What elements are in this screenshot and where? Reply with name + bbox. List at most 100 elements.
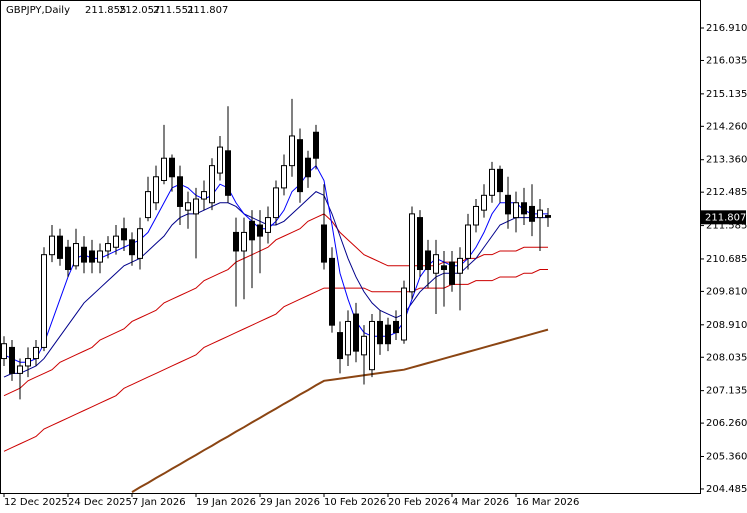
candle-body xyxy=(209,165,215,204)
candle-body xyxy=(289,135,295,167)
candle-body xyxy=(297,139,303,193)
candle-body xyxy=(193,198,199,215)
candle-body xyxy=(441,265,447,271)
candle-body xyxy=(537,209,543,219)
candle-body xyxy=(393,320,399,334)
y-tick-label: 213.360 xyxy=(706,155,747,166)
candle-body xyxy=(497,168,503,193)
moving-average xyxy=(131,328,549,493)
candle-body xyxy=(385,324,391,345)
x-tick-label: 16 Mar 2026 xyxy=(516,497,579,508)
candle-body xyxy=(233,231,239,252)
candle-body xyxy=(521,202,527,215)
candle-body xyxy=(265,217,271,233)
header-open: 211.855 xyxy=(85,5,126,16)
x-tick-label: 24 Dec 2025 xyxy=(68,497,132,508)
candle-body xyxy=(57,235,63,259)
price-label: 211.807 xyxy=(705,212,746,223)
candle-body xyxy=(305,157,311,178)
x-tick-label: 10 Feb 2026 xyxy=(324,497,386,508)
price-label-box xyxy=(701,210,746,225)
candle-body xyxy=(33,346,39,360)
candle-body xyxy=(409,213,415,293)
y-tick-label: 207.135 xyxy=(706,386,747,397)
candle-body xyxy=(249,220,255,241)
header-close: 211.807 xyxy=(187,5,228,16)
x-tick-label: 12 Dec 2025 xyxy=(4,497,68,508)
candle-body xyxy=(329,257,335,326)
candle-body xyxy=(153,176,159,204)
candle-body xyxy=(113,235,119,248)
candle-body xyxy=(81,246,87,263)
candle-body xyxy=(225,150,231,196)
candle-body xyxy=(177,176,183,207)
candle-body xyxy=(457,257,463,274)
candle-body xyxy=(529,205,535,222)
candle-body xyxy=(425,250,431,271)
candle-body xyxy=(449,261,455,285)
candle-body xyxy=(361,335,367,356)
candle-body xyxy=(345,320,351,356)
candle-body xyxy=(137,228,143,259)
x-tick-label: 20 Feb 2026 xyxy=(388,497,450,508)
y-tick-label: 208.035 xyxy=(706,352,747,363)
candle-body xyxy=(465,224,471,259)
candle-body xyxy=(377,320,383,345)
candle-body xyxy=(417,217,423,271)
candle-body xyxy=(129,239,135,256)
candle-body xyxy=(401,287,407,341)
x-tick-label: 4 Mar 2026 xyxy=(452,497,509,508)
x-tick-label: 19 Jan 2026 xyxy=(196,497,256,508)
candle-body xyxy=(473,205,479,226)
candle-body xyxy=(49,235,55,256)
y-tick-label: 210.685 xyxy=(706,254,747,265)
y-tick-label: 205.360 xyxy=(706,451,747,462)
candle-body xyxy=(41,254,47,348)
candle-body xyxy=(17,365,23,374)
candle-body xyxy=(121,228,127,241)
candle-body xyxy=(89,250,95,263)
y-tick-label: 215.135 xyxy=(706,89,747,100)
candle-body xyxy=(161,157,167,181)
x-tick-label: 29 Jan 2026 xyxy=(260,497,320,508)
candle-body xyxy=(65,246,71,271)
candle-body xyxy=(25,358,31,367)
candle-body xyxy=(145,191,151,219)
candle-body xyxy=(241,231,247,252)
header-low: 211.551 xyxy=(153,5,194,16)
candle-body xyxy=(353,313,359,352)
y-tick-label: 208.910 xyxy=(706,320,747,331)
candle-body xyxy=(313,131,319,159)
candle-body xyxy=(545,215,551,218)
candle-body xyxy=(9,346,15,374)
candle-body xyxy=(105,243,111,252)
y-tick-label: 209.810 xyxy=(706,286,747,297)
candle-body xyxy=(257,224,263,237)
candle-body xyxy=(369,320,375,371)
x-tick-label: 7 Jan 2026 xyxy=(132,497,186,508)
candle-body xyxy=(201,191,207,200)
candle-body xyxy=(273,187,279,219)
y-tick-label: 212.485 xyxy=(706,187,747,198)
y-tick-label: 214.260 xyxy=(706,121,747,132)
candle-body xyxy=(489,168,495,196)
candle-body xyxy=(505,194,511,215)
candle-body xyxy=(97,250,103,263)
candle-body xyxy=(481,194,487,211)
moving-average xyxy=(3,269,548,452)
candle-body xyxy=(185,202,191,211)
candle-body xyxy=(281,165,287,189)
candle-body xyxy=(217,146,223,174)
candle-body xyxy=(321,224,327,263)
header-high: 212.057 xyxy=(119,5,160,16)
candle-body xyxy=(1,343,7,360)
candle-body xyxy=(169,157,175,178)
y-tick-label: 211.585 xyxy=(706,221,747,232)
candle-body xyxy=(433,254,439,274)
candle-body xyxy=(73,243,79,267)
candle-body xyxy=(337,332,343,360)
y-tick-label: 216.910 xyxy=(706,23,747,34)
y-tick-label: 216.035 xyxy=(706,55,747,66)
y-tick-label: 206.260 xyxy=(706,418,747,429)
